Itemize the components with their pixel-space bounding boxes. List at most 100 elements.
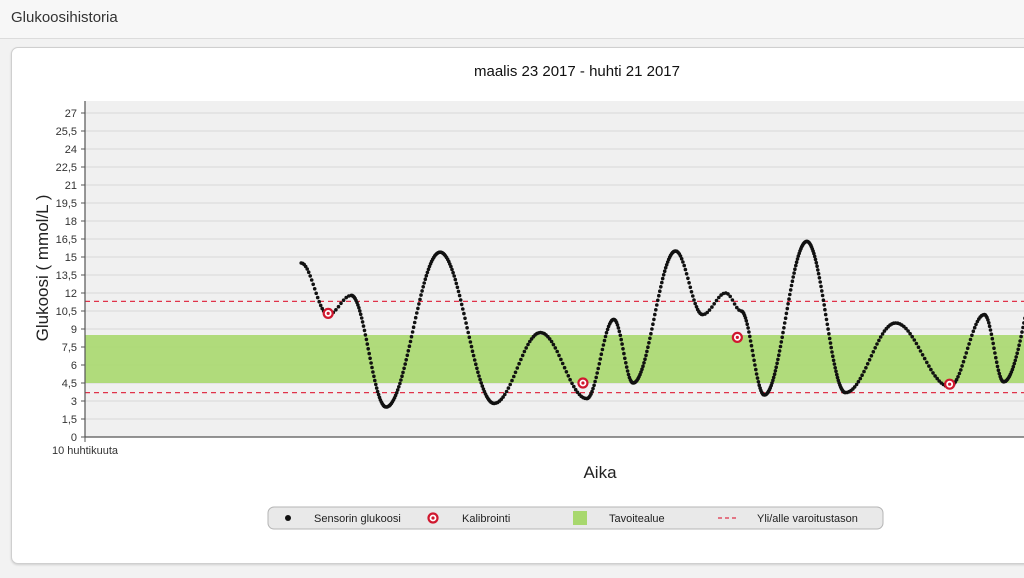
sensor-glucose-point bbox=[626, 372, 631, 377]
sensor-glucose-point bbox=[562, 365, 567, 370]
sensor-glucose-point bbox=[653, 312, 657, 317]
sensor-glucose-point bbox=[822, 303, 826, 307]
sensor-glucose-point bbox=[1014, 355, 1018, 359]
sensor-glucose-point bbox=[959, 368, 963, 372]
sensor-glucose-point bbox=[782, 326, 786, 330]
y-tick-label: 7,5 bbox=[62, 342, 77, 354]
sensor-glucose-point bbox=[994, 355, 998, 360]
sensor-glucose-point bbox=[410, 330, 415, 334]
sensor-glucose-point bbox=[622, 351, 626, 356]
sensor-glucose-point bbox=[415, 311, 419, 315]
sensor-glucose-point bbox=[679, 257, 684, 261]
sensor-glucose-point bbox=[818, 280, 822, 284]
legend: Sensorin glukoosi Kalibrointi Tavoitealue Y… bbox=[267, 506, 884, 530]
sensor-glucose-point bbox=[753, 363, 757, 367]
sensor-glucose-point bbox=[590, 389, 594, 394]
y-tick-label: 6 bbox=[71, 360, 77, 372]
sensor-glucose-point bbox=[1020, 330, 1024, 334]
sensor-glucose-point bbox=[833, 366, 837, 370]
sensor-glucose-point bbox=[471, 353, 476, 358]
sensor-glucose-point bbox=[773, 369, 778, 373]
sensor-glucose-point bbox=[308, 274, 313, 278]
legend-label: Sensorin glukoosi bbox=[314, 513, 401, 525]
sensor-glucose-point bbox=[714, 298, 719, 303]
sensor-glucose-point bbox=[916, 345, 921, 350]
calibration-series bbox=[322, 307, 956, 390]
sensor-glucose-point bbox=[572, 384, 576, 389]
sensor-glucose-point bbox=[426, 267, 431, 272]
calibration-point bbox=[577, 377, 589, 389]
sensor-glucose-point bbox=[707, 308, 712, 312]
sensor-glucose-point bbox=[787, 297, 791, 301]
sensor-glucose-point bbox=[655, 303, 659, 307]
sensor-glucose-point bbox=[692, 298, 696, 302]
sensor-glucose-point bbox=[1019, 334, 1023, 339]
sensor-glucose-point bbox=[344, 295, 349, 300]
sensor-glucose-point bbox=[908, 331, 912, 336]
sensor-glucose-point bbox=[621, 347, 625, 351]
sensor-glucose-point bbox=[694, 305, 699, 309]
sensor-glucose-point bbox=[922, 356, 927, 361]
y-tick-label: 21 bbox=[65, 180, 77, 192]
sensor-glucose-point bbox=[687, 281, 691, 285]
sensor-glucose-point bbox=[476, 370, 480, 375]
sensor-glucose-point bbox=[825, 322, 830, 327]
legend-label: Tavoitealue bbox=[609, 513, 665, 525]
legend-item-calibration: Kalibrointi bbox=[427, 512, 510, 525]
page-header: Glukoosihistoria bbox=[0, 0, 1024, 39]
y-tick-label: 4,5 bbox=[62, 378, 77, 390]
sensor-glucose-point bbox=[363, 333, 368, 337]
sensor-glucose-point bbox=[864, 366, 868, 370]
sensor-glucose-point bbox=[602, 338, 607, 343]
sensor-glucose-point bbox=[772, 372, 777, 377]
sensor-glucose-point bbox=[996, 368, 1001, 373]
sensor-glucose-point bbox=[315, 295, 320, 300]
sensor-glucose-point bbox=[795, 257, 800, 261]
sensor-glucose-point bbox=[820, 293, 825, 298]
sensor-glucose-point bbox=[549, 339, 554, 344]
sensor-glucose-point bbox=[650, 327, 654, 331]
sensor-glucose-point bbox=[683, 267, 688, 272]
sensor-glucose-point bbox=[659, 285, 663, 289]
sensor-glucose-point bbox=[408, 339, 413, 344]
sensor-glucose-point bbox=[305, 267, 310, 271]
sensor-glucose-point bbox=[640, 367, 644, 372]
sensor-glucose-point bbox=[681, 260, 685, 264]
sensor-glucose-point bbox=[663, 266, 668, 270]
sensor-glucose-point bbox=[779, 340, 784, 344]
sensor-glucose-point bbox=[693, 301, 697, 306]
sensor-glucose-point bbox=[649, 331, 653, 336]
sensor-glucose-point bbox=[813, 257, 818, 262]
sensor-glucose-point bbox=[970, 333, 974, 338]
chart-title: maalis 23 2017 - huhti 21 2017 bbox=[474, 63, 680, 80]
sensor-glucose-point bbox=[658, 289, 662, 293]
sensor-glucose-point bbox=[912, 338, 917, 342]
sensor-glucose-point bbox=[420, 289, 424, 293]
sensor-glucose-point bbox=[395, 388, 400, 392]
sensor-glucose-point bbox=[357, 306, 361, 310]
sensor-glucose-point bbox=[339, 301, 343, 306]
sensor-glucose-point bbox=[834, 369, 838, 374]
sensor-glucose-point bbox=[480, 384, 485, 388]
sensor-glucose-point bbox=[564, 370, 569, 374]
y-tick-label: 18 bbox=[65, 216, 77, 228]
sensor-glucose-point bbox=[747, 330, 751, 334]
sensor-glucose-point bbox=[400, 374, 404, 379]
target-range-band bbox=[85, 335, 1024, 383]
sensor-glucose-point bbox=[726, 292, 730, 296]
sensor-glucose-point bbox=[788, 292, 792, 297]
sensor-glucose-point bbox=[882, 329, 887, 333]
sensor-glucose-point bbox=[356, 303, 360, 307]
sensor-glucose-point bbox=[1013, 358, 1018, 363]
sensor-glucose-point bbox=[662, 269, 667, 273]
x-tick-label: 10 huhtikuuta bbox=[52, 445, 119, 457]
sensor-glucose-point bbox=[645, 349, 649, 354]
sensor-glucose-point bbox=[994, 360, 999, 365]
calibration-point bbox=[322, 307, 334, 319]
sensor-glucose-point bbox=[781, 330, 785, 335]
sensor-glucose-point bbox=[417, 302, 421, 306]
sensor-glucose-point bbox=[401, 370, 405, 375]
sensor-glucose-point bbox=[314, 291, 319, 296]
sensor-glucose-point bbox=[988, 328, 993, 332]
sensor-glucose-point bbox=[654, 308, 658, 312]
